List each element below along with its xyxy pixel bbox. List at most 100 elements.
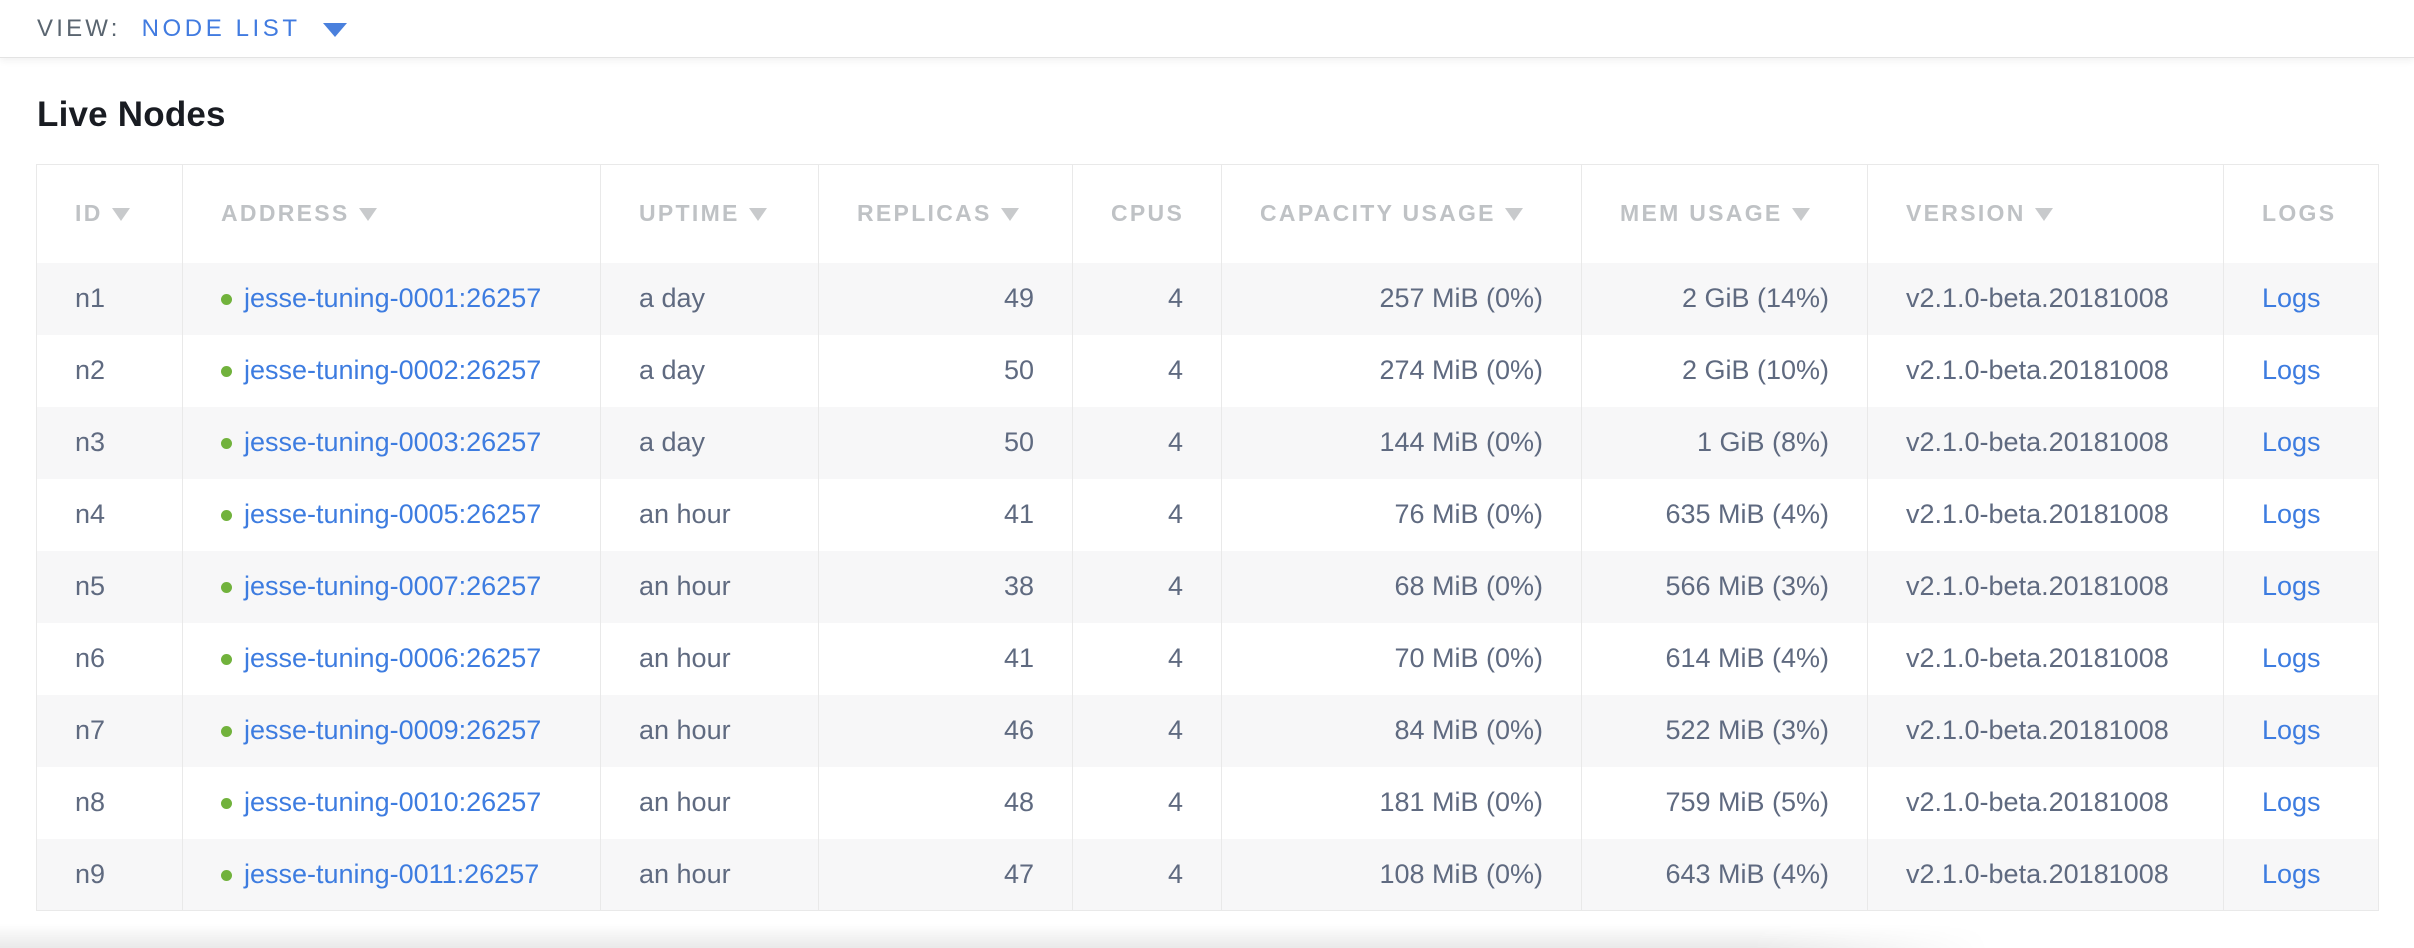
cell-mem-usage: 1 GiB (8%) bbox=[1581, 406, 1868, 479]
column-header-version[interactable]: VERSION bbox=[1867, 164, 2224, 263]
cell-address: jesse-tuning-0005:26257 bbox=[182, 478, 601, 551]
node-logs-link[interactable]: Logs bbox=[2262, 787, 2321, 817]
node-address-link[interactable]: jesse-tuning-0009:26257 bbox=[244, 715, 542, 745]
node-address-link[interactable]: jesse-tuning-0002:26257 bbox=[244, 355, 542, 385]
page-bottom-shadow bbox=[0, 924, 1990, 948]
node-address-link[interactable]: jesse-tuning-0010:26257 bbox=[244, 787, 542, 817]
cell-replicas: 38 bbox=[818, 550, 1073, 623]
table-row: n2 jesse-tuning-0002:26257 a day 50 4 27… bbox=[36, 334, 2379, 407]
live-nodes-section: Live Nodes ID ADDRESS UPTIME REPLICAS CP… bbox=[0, 95, 2414, 911]
cell-replicas: 41 bbox=[818, 622, 1073, 695]
cell-mem-usage: 566 MiB (3%) bbox=[1581, 550, 1868, 623]
node-address-link[interactable]: jesse-tuning-0011:26257 bbox=[244, 858, 540, 889]
cell-version: v2.1.0-beta.20181008 bbox=[1867, 766, 2224, 839]
cell-logs: Logs bbox=[2224, 623, 2379, 695]
table-row: n5 jesse-tuning-0007:26257 an hour 38 4 … bbox=[36, 550, 2379, 623]
chevron-down-icon bbox=[322, 23, 347, 37]
column-header-uptime[interactable]: UPTIME bbox=[600, 164, 819, 263]
cell-node-id: n6 bbox=[36, 622, 183, 695]
cell-mem-usage: 614 MiB (4%) bbox=[1581, 622, 1868, 695]
view-label: VIEW: bbox=[37, 14, 121, 42]
cell-uptime: a day bbox=[600, 406, 819, 479]
node-logs-link[interactable]: Logs bbox=[2262, 858, 2321, 889]
column-header-id[interactable]: ID bbox=[36, 164, 183, 263]
cell-uptime: an hour bbox=[600, 766, 819, 839]
sort-arrow-icon bbox=[2034, 208, 2053, 222]
cell-address: jesse-tuning-0010:26257 bbox=[182, 766, 601, 839]
cell-version: v2.1.0-beta.20181008 bbox=[1867, 838, 2224, 911]
cell-mem-usage: 759 MiB (5%) bbox=[1581, 766, 1868, 839]
cell-logs: Logs bbox=[2224, 479, 2379, 551]
table-row: n1 jesse-tuning-0001:26257 a day 49 4 25… bbox=[36, 262, 2379, 335]
cell-replicas: 49 bbox=[818, 262, 1073, 335]
page-title: Live Nodes bbox=[37, 95, 226, 134]
cell-mem-usage: 643 MiB (4%) bbox=[1581, 838, 1868, 911]
live-nodes-table: ID ADDRESS UPTIME REPLICAS CPUS CAPACITY… bbox=[36, 164, 2379, 911]
cell-logs: Logs bbox=[2224, 551, 2379, 623]
cell-capacity-usage: 76 MiB (0%) bbox=[1221, 478, 1582, 551]
node-address-link[interactable]: jesse-tuning-0005:26257 bbox=[244, 499, 542, 529]
cell-version: v2.1.0-beta.20181008 bbox=[1867, 694, 2224, 767]
table-row: n6 jesse-tuning-0006:26257 an hour 41 4 … bbox=[36, 622, 2379, 695]
node-logs-link[interactable]: Logs bbox=[2262, 643, 2321, 673]
cell-version: v2.1.0-beta.20181008 bbox=[1867, 478, 2224, 551]
cell-version: v2.1.0-beta.20181008 bbox=[1867, 622, 2224, 695]
cell-capacity-usage: 108 MiB (0%) bbox=[1221, 838, 1582, 911]
cell-address: jesse-tuning-0007:26257 bbox=[182, 550, 601, 623]
node-address-link[interactable]: jesse-tuning-0003:26257 bbox=[244, 427, 542, 457]
cell-capacity-usage: 274 MiB (0%) bbox=[1221, 334, 1582, 407]
column-header-mem-usage[interactable]: MEM USAGE bbox=[1581, 164, 1868, 263]
node-address-link[interactable]: jesse-tuning-0001:26257 bbox=[244, 283, 542, 313]
view-bar: VIEW: NODE LIST bbox=[0, 0, 2414, 58]
node-address-link[interactable]: jesse-tuning-0006:26257 bbox=[244, 643, 542, 673]
cell-capacity-usage: 181 MiB (0%) bbox=[1221, 766, 1582, 839]
cell-version: v2.1.0-beta.20181008 bbox=[1867, 334, 2224, 407]
cell-version: v2.1.0-beta.20181008 bbox=[1867, 262, 2224, 335]
cell-address: jesse-tuning-0003:26257 bbox=[182, 406, 601, 479]
sort-arrow-icon bbox=[358, 208, 377, 222]
cell-address: jesse-tuning-0009:26257 bbox=[182, 694, 601, 767]
column-header-capacity-usage[interactable]: CAPACITY USAGE bbox=[1221, 164, 1582, 263]
node-logs-link[interactable]: Logs bbox=[2262, 427, 2321, 457]
cell-uptime: an hour bbox=[600, 838, 819, 911]
sort-arrow-icon bbox=[1504, 208, 1523, 222]
cell-cpus: 4 bbox=[1072, 478, 1222, 551]
cell-node-id: n3 bbox=[36, 406, 183, 479]
node-logs-link[interactable]: Logs bbox=[2262, 715, 2321, 745]
cell-logs: Logs bbox=[2224, 767, 2379, 839]
cell-address: jesse-tuning-0002:26257 bbox=[182, 334, 601, 407]
node-status-icon bbox=[221, 582, 232, 593]
node-logs-link[interactable]: Logs bbox=[2262, 283, 2321, 313]
cell-replicas: 47 bbox=[818, 838, 1073, 911]
table-row: n7 jesse-tuning-0009:26257 an hour 46 4 … bbox=[36, 694, 2379, 767]
cell-node-id: n5 bbox=[36, 550, 183, 623]
cell-node-id: n9 bbox=[36, 838, 183, 911]
node-logs-link[interactable]: Logs bbox=[2262, 571, 2321, 601]
cell-version: v2.1.0-beta.20181008 bbox=[1867, 550, 2224, 623]
cell-mem-usage: 2 GiB (14%) bbox=[1581, 262, 1868, 335]
node-status-icon bbox=[221, 869, 232, 881]
cell-address: jesse-tuning-0006:26257 bbox=[182, 622, 601, 695]
cell-replicas: 50 bbox=[818, 406, 1073, 479]
table-row: n9 jesse-tuning-0011:26257 an hour 47 4 … bbox=[36, 838, 2379, 911]
node-status-icon bbox=[221, 366, 232, 377]
node-logs-link[interactable]: Logs bbox=[2262, 355, 2321, 385]
node-address-link[interactable]: jesse-tuning-0007:26257 bbox=[244, 571, 542, 601]
cell-replicas: 46 bbox=[818, 694, 1073, 767]
table-header-row: ID ADDRESS UPTIME REPLICAS CPUS CAPACITY… bbox=[36, 164, 2379, 263]
cell-cpus: 4 bbox=[1072, 550, 1222, 623]
cell-replicas: 48 bbox=[818, 766, 1073, 839]
cell-version: v2.1.0-beta.20181008 bbox=[1867, 406, 2224, 479]
cell-logs: Logs bbox=[2224, 407, 2379, 479]
cell-uptime: a day bbox=[600, 334, 819, 407]
table-row: n3 jesse-tuning-0003:26257 a day 50 4 14… bbox=[36, 406, 2379, 479]
cell-uptime: an hour bbox=[600, 694, 819, 767]
table-row: n8 jesse-tuning-0010:26257 an hour 48 4 … bbox=[36, 766, 2379, 839]
cell-cpus: 4 bbox=[1072, 622, 1222, 695]
view-selector-dropdown[interactable]: NODE LIST bbox=[142, 15, 347, 43]
column-header-replicas[interactable]: REPLICAS bbox=[818, 164, 1073, 263]
node-logs-link[interactable]: Logs bbox=[2262, 499, 2321, 529]
cell-uptime: a day bbox=[600, 262, 819, 335]
column-header-address[interactable]: ADDRESS bbox=[182, 164, 601, 263]
view-selected-value: NODE LIST bbox=[141, 14, 301, 42]
